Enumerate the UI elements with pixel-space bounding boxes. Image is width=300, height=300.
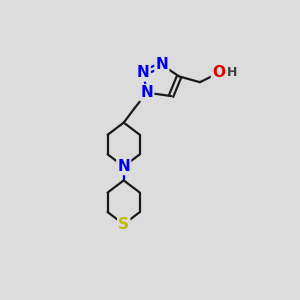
Text: N: N [117, 159, 130, 174]
Text: N: N [155, 57, 168, 72]
Text: O: O [212, 65, 225, 80]
Text: N: N [137, 65, 150, 80]
Text: S: S [118, 217, 129, 232]
Text: N: N [140, 85, 153, 100]
Text: H: H [227, 67, 238, 80]
